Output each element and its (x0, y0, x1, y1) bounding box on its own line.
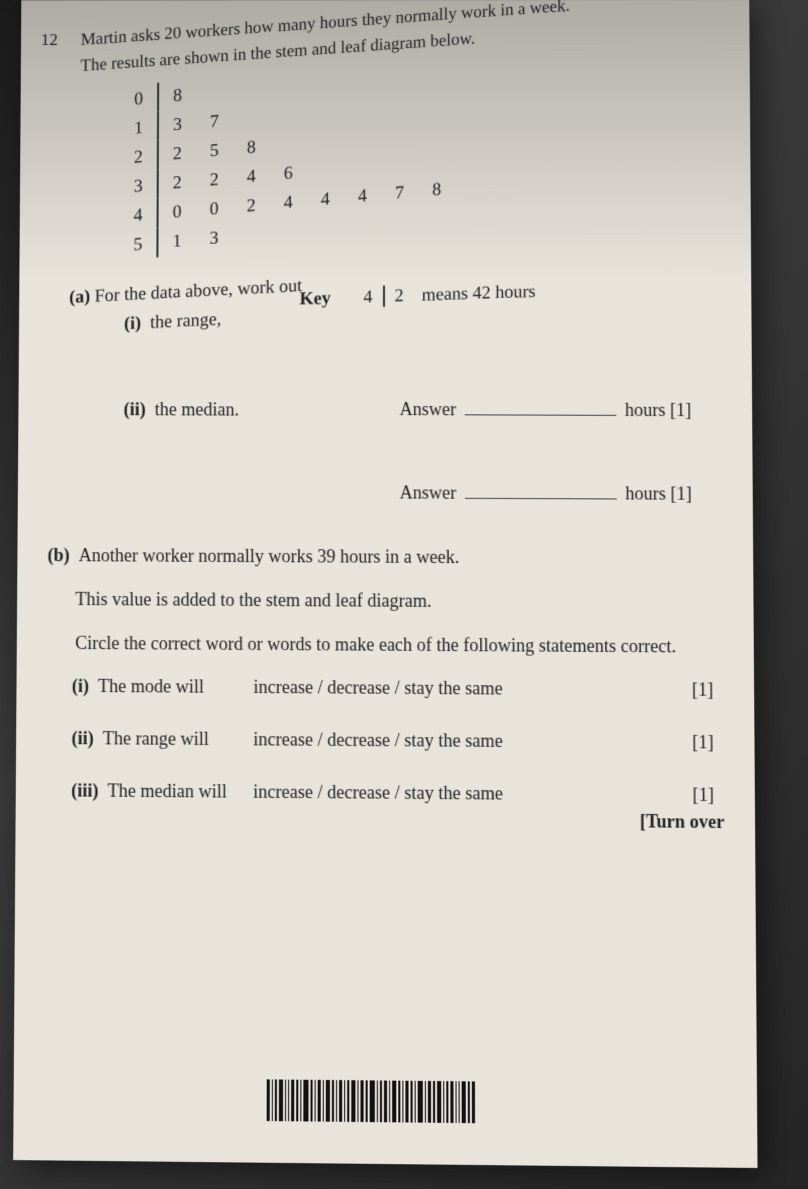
b-item-options[interactable]: increase / decrease / stay the same (253, 676, 662, 700)
part-a-text: For the data above, work out (95, 275, 302, 306)
stem-leaf-diagram: 0 8 1 3 7 2 2 5 8 3 2 2 4 6 4 (119, 34, 710, 260)
b-item-label: (iii) (71, 780, 98, 801)
b-item-options[interactable]: increase / decrease / stay the same (253, 781, 663, 806)
part-b-item: (ii) The range will increase / decrease … (71, 727, 713, 753)
leaf-cell: 8 (233, 131, 270, 163)
leaf-cell: 1 (157, 225, 195, 257)
stem-cell: 0 (120, 83, 158, 115)
leaf-cell: 2 (196, 163, 233, 195)
leaf-cell: 8 (418, 173, 455, 205)
part-a: (a) For the data above, work out (i) the… (69, 254, 711, 337)
leaf-cell: 4 (233, 160, 270, 192)
stem-cell: 3 (120, 170, 158, 202)
part-b-line3: Circle the correct word or words to make… (75, 631, 713, 660)
answer-blank[interactable] (465, 498, 617, 500)
leaf-cell: 7 (381, 176, 418, 208)
answer-marks: [1] (670, 483, 691, 504)
part-b-line2: This value is added to the stem and leaf… (75, 587, 713, 616)
part-a-ii-label: (ii) (124, 399, 146, 419)
b-item-label: (i) (72, 675, 89, 696)
leaf-cell: 4 (270, 186, 307, 218)
answer-blank[interactable] (465, 414, 617, 416)
stem-leaf-table: 0 8 1 3 7 2 2 5 8 3 2 2 4 6 4 (119, 57, 456, 261)
part-b-item: (i) The mode will increase / decrease / … (72, 675, 714, 700)
answer-unit: hours (625, 400, 666, 420)
stem-cell: 5 (119, 228, 157, 260)
answer-label: Answer (400, 482, 457, 503)
leaf-cell: 4 (344, 180, 381, 212)
leaf-cell: 2 (233, 189, 270, 221)
answer-line-ii: Answer hours [1] (48, 481, 692, 505)
part-b-line1: Another worker normally works 39 hours i… (79, 545, 460, 567)
leaf-cell: 8 (158, 79, 196, 111)
leaf-cell: 3 (195, 222, 232, 254)
leaf-cell: 3 (158, 108, 196, 140)
barcode (267, 1079, 502, 1123)
part-a-i-text: the range, (150, 308, 221, 332)
leaf-cell: 0 (158, 196, 196, 228)
answer-marks: [1] (670, 400, 691, 420)
leaf-cell: 0 (196, 193, 233, 225)
leaf-cell: 7 (196, 105, 233, 137)
stem-cell: 2 (120, 141, 158, 173)
b-item-options[interactable]: increase / decrease / stay the same (253, 728, 662, 752)
b-item-label: (ii) (72, 727, 94, 748)
answer-label: Answer (400, 399, 457, 420)
stem-cell: 1 (120, 112, 158, 144)
part-b-item: (iii) The median will increase / decreas… (71, 780, 714, 806)
stem-cell: 4 (120, 199, 158, 231)
part-b-label: (b) (47, 545, 69, 565)
leaf-cell: 6 (270, 157, 307, 189)
b-item-marks: [1] (662, 679, 713, 701)
part-b: (b) Another worker normally works 39 hou… (46, 543, 714, 833)
part-a-label: (a) (69, 286, 90, 307)
b-item-marks: [1] (663, 731, 714, 753)
leaf-cell: 2 (158, 137, 196, 169)
leaf-cell: 4 (307, 183, 344, 215)
b-item-text: The median will (108, 780, 227, 801)
part-a-i-label: (i) (124, 312, 141, 333)
answer-unit: hours (625, 483, 666, 504)
b-item-text: The mode will (98, 675, 204, 696)
question-number: 12 (41, 30, 58, 50)
part-a-ii-text: the median. (155, 399, 239, 420)
b-item-marks: [1] (663, 784, 714, 806)
b-item-text: The range will (103, 727, 209, 748)
leaf-cell: 2 (158, 167, 196, 199)
exam-page: 12 Martin asks 20 workers how many hours… (13, 0, 757, 1168)
leaf-cell: 5 (196, 134, 233, 166)
turn-over: [Turn over (46, 806, 725, 833)
